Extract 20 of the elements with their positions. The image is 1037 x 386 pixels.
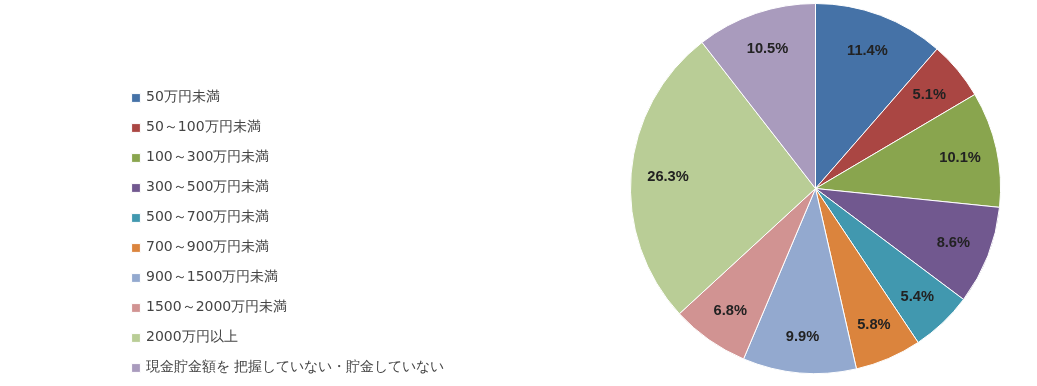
legend-label: 現金貯金額を 把握していない・貯金していない	[146, 358, 445, 376]
legend-label: 2000万円以上	[146, 328, 238, 346]
legend-label: 300～500万円未満	[146, 178, 270, 196]
data-label: 11.4%	[847, 41, 888, 58]
legend-label: 50万円未満	[146, 88, 220, 106]
legend-label: 100～300万円未満	[146, 148, 270, 166]
legend-label: 500～700万円未満	[146, 208, 270, 226]
data-label: 5.4%	[900, 287, 934, 304]
data-label: 10.5%	[746, 40, 789, 57]
data-label: 26.3%	[647, 168, 689, 185]
data-label: 5.8%	[857, 316, 891, 333]
data-label: 8.6%	[936, 234, 971, 251]
data-label: 10.1%	[939, 148, 981, 165]
data-label: 5.1%	[912, 85, 947, 102]
data-label: 9.9%	[785, 327, 820, 344]
legend-label: 1500～2000万円未満	[146, 298, 288, 316]
legend-label: 50～100万円未満	[146, 118, 261, 136]
legend-label: 900～1500万円未満	[146, 268, 279, 286]
data-label: 6.8%	[713, 301, 748, 318]
legend-label: 700～900万円未満	[146, 238, 270, 256]
